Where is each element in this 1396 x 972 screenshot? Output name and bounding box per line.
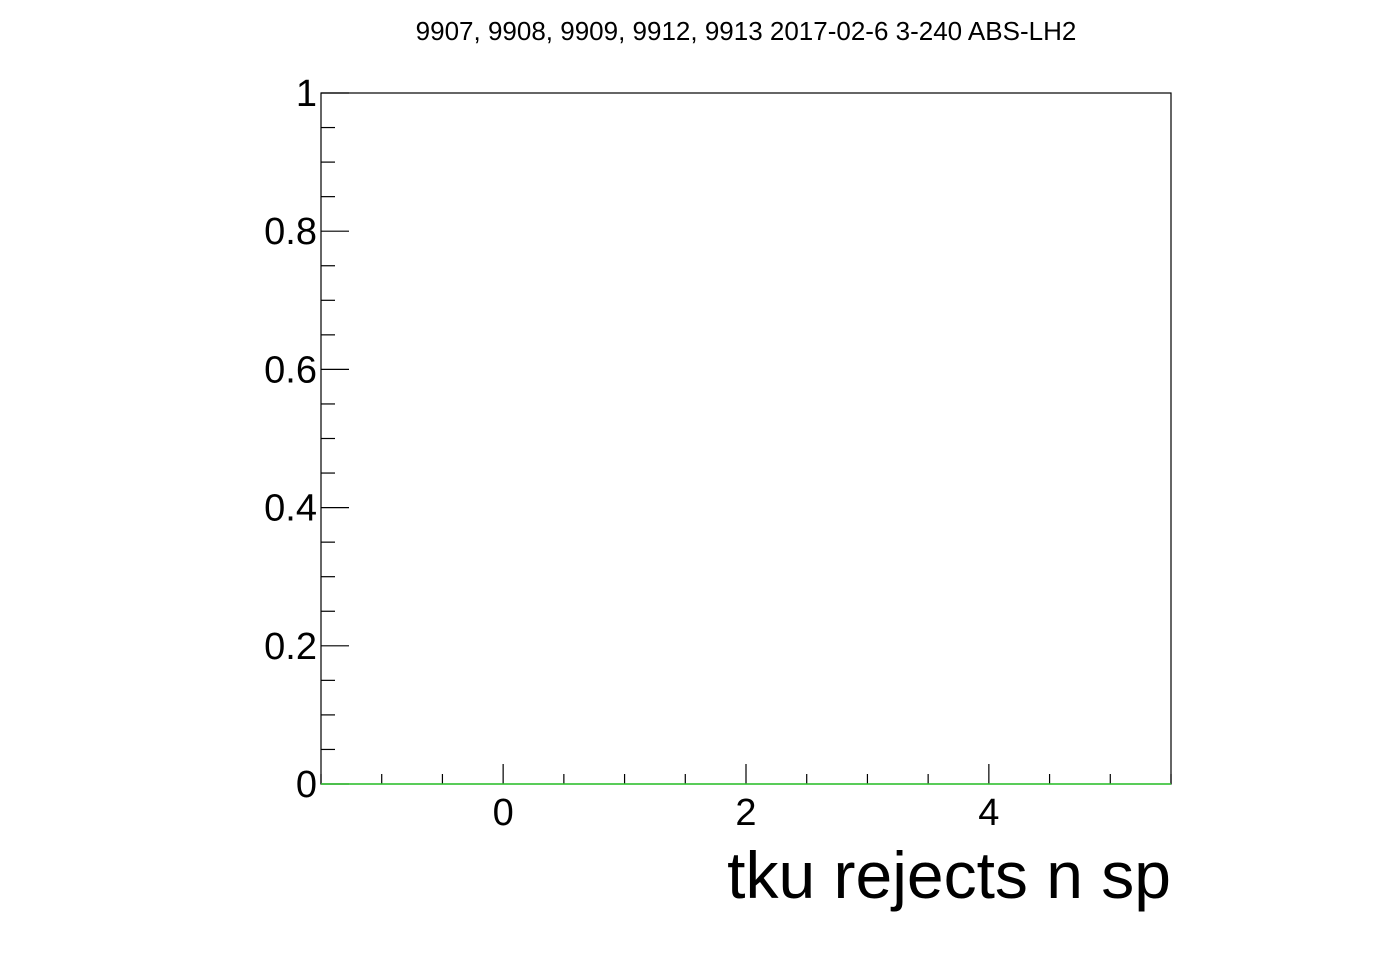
plot-frame xyxy=(320,92,1172,785)
x-axis-label: tku rejects n sp xyxy=(727,838,1171,912)
x-tick-label: 2 xyxy=(735,792,756,834)
y-tick-label: 0.6 xyxy=(264,349,317,391)
x-tick-label: 4 xyxy=(978,792,999,834)
y-tick-label: 1 xyxy=(296,73,317,115)
y-tick-label: 0.8 xyxy=(264,211,317,253)
y-tick-label: 0.4 xyxy=(264,488,317,530)
y-tick-label: 0.2 xyxy=(264,626,317,668)
chart-title: 9907, 9908, 9909, 9912, 9913 2017-02-6 3… xyxy=(416,16,1077,46)
y-tick-label: 0 xyxy=(296,764,317,806)
x-tick-label: 0 xyxy=(493,792,514,834)
